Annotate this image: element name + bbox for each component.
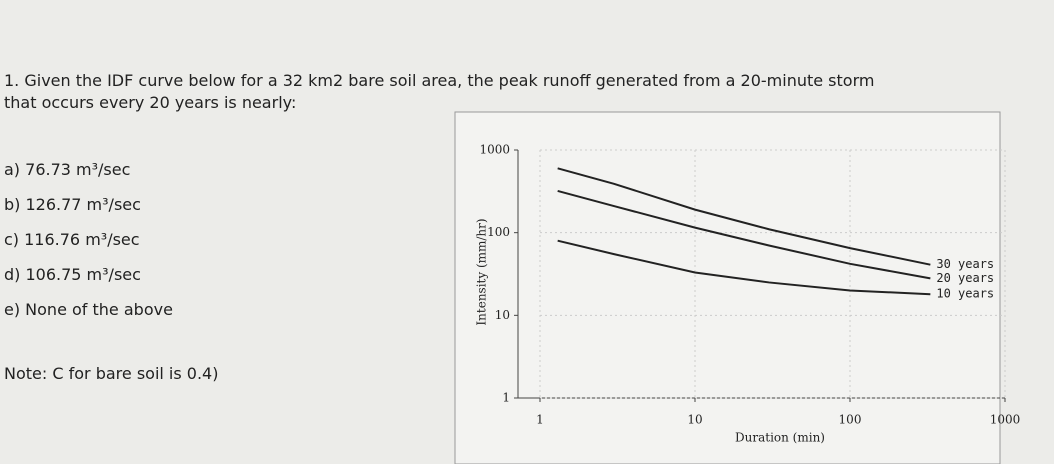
y-tick-label: 10 <box>495 308 510 322</box>
line <box>557 239 931 296</box>
x-tick-label: 100 <box>839 413 862 427</box>
chart-frame <box>454 111 1001 464</box>
line <box>557 167 931 266</box>
y-tick-label: 1000 <box>479 143 510 157</box>
x-axis-label: Duration (min) <box>735 431 825 445</box>
option: b) 126.77 m³/sec <box>4 195 141 214</box>
option: d) 106.75 m³/sec <box>4 265 141 284</box>
x-tick-label: 1 <box>536 413 544 427</box>
x-tick-label: 1000 <box>990 413 1021 427</box>
series-label: 20 years <box>936 271 994 285</box>
series-label: 30 years <box>936 257 994 271</box>
option: a) 76.73 m³/sec <box>4 160 131 179</box>
line <box>557 189 931 280</box>
question: 1. Given the IDF curve below for a 32 km… <box>4 71 875 112</box>
option: e) None of the above <box>4 300 173 319</box>
option: c) 116.76 m³/sec <box>4 230 140 249</box>
x-tick-label: 10 <box>687 413 702 427</box>
y-tick-label: 100 <box>487 225 510 239</box>
series-label: 10 years <box>936 287 994 301</box>
y-tick-label: 1 <box>502 391 510 405</box>
y-axis-label: Intensity (mm/hr) <box>475 218 489 325</box>
note: Note: C for bare soil is 0.4) <box>4 364 219 383</box>
